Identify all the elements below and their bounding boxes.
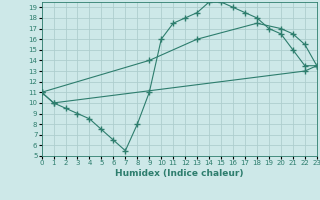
X-axis label: Humidex (Indice chaleur): Humidex (Indice chaleur) [115, 169, 244, 178]
